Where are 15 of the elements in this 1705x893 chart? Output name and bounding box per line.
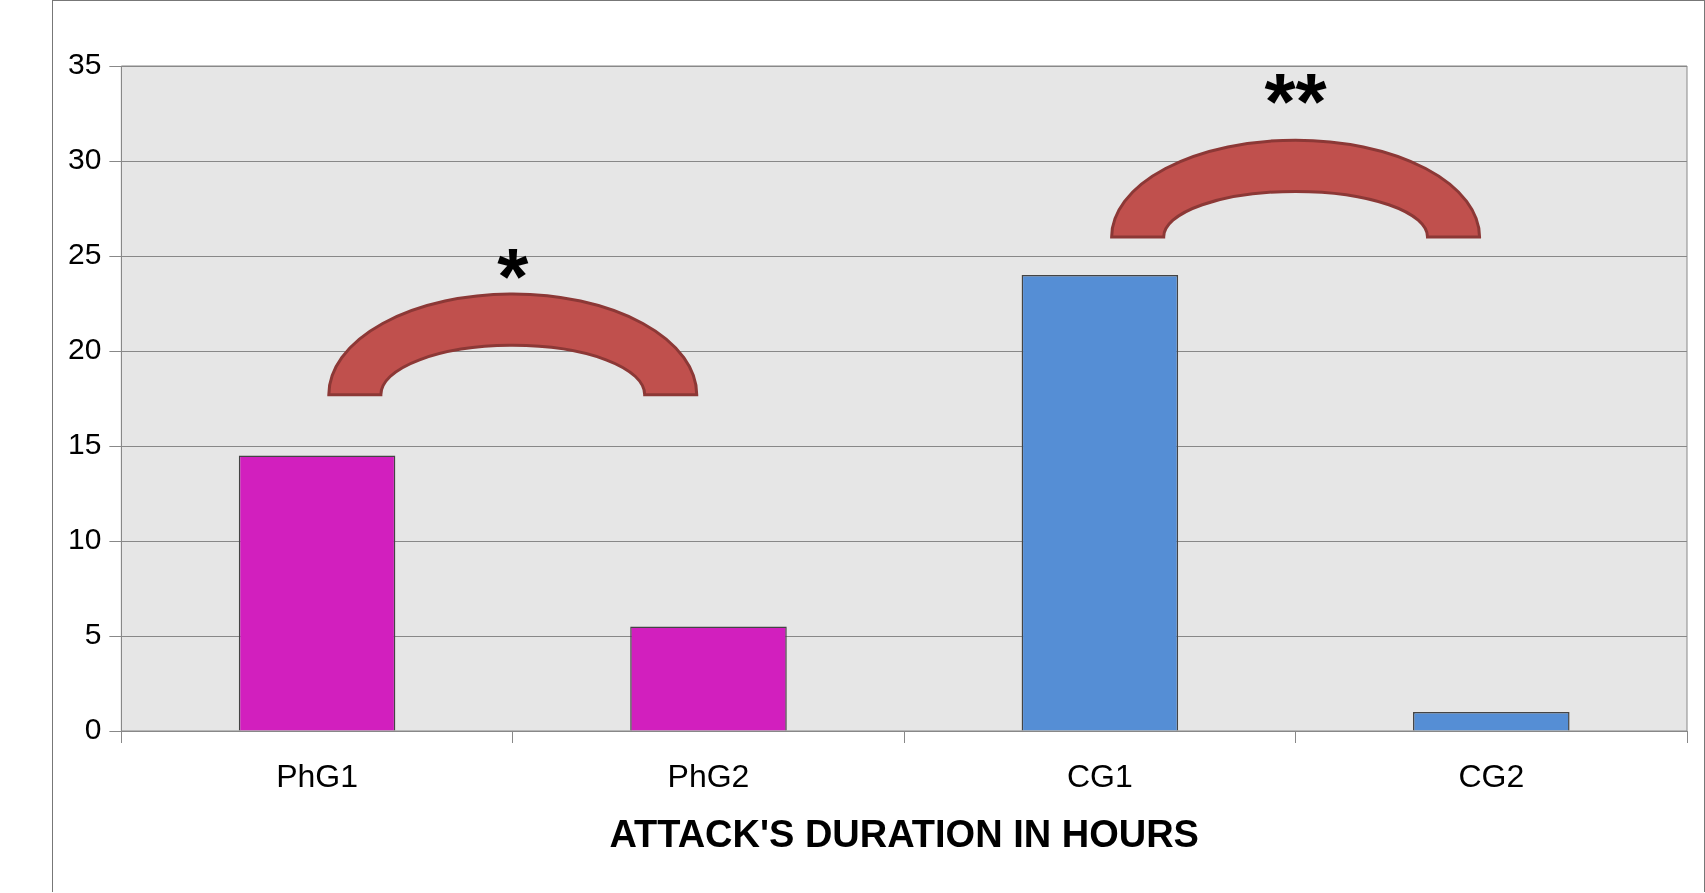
x-tick-label: PhG1 xyxy=(276,758,358,795)
y-tick-label: 5 xyxy=(84,617,102,651)
y-tick-label: 35 xyxy=(67,47,102,81)
annotation: ** xyxy=(1264,56,1328,146)
annotation: * xyxy=(497,231,530,321)
x-tick-label: PhG2 xyxy=(667,758,750,795)
y-tick-label: 20 xyxy=(67,332,102,366)
y-tick-label: 30 xyxy=(67,142,102,176)
x-tick-label: CG2 xyxy=(1458,758,1525,795)
y-tick-label: 25 xyxy=(67,237,102,271)
x-axis-title: ATTACK'S DURATION IN HOURS xyxy=(609,812,1199,855)
x-tick-label: CG1 xyxy=(1066,758,1133,795)
y-tick-label: 0 xyxy=(84,712,102,746)
y-tick-label: 15 xyxy=(67,427,102,461)
y-tick-label: 10 xyxy=(67,522,102,556)
